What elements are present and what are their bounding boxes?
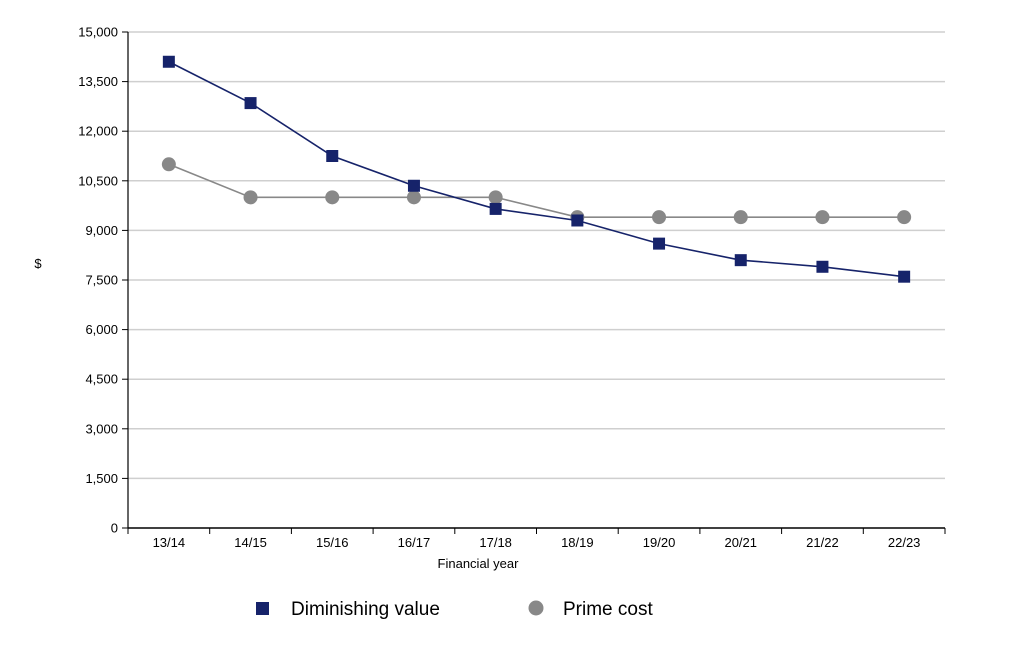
legend-label-diminishing-value: Diminishing value (291, 599, 440, 620)
y-tick-label: 9,000 (85, 223, 118, 238)
data-point-square (407, 179, 420, 192)
y-axis-title: $ (34, 256, 42, 271)
x-tick-label: 14/15 (234, 535, 267, 550)
y-tick-label: 15,000 (78, 25, 118, 40)
y-tick-label: 1,500 (85, 471, 118, 486)
y-tick-label: 7,500 (85, 273, 118, 288)
x-tick-label: 20/21 (724, 535, 757, 550)
x-tick-label: 18/19 (561, 535, 594, 550)
data-point-circle (488, 190, 503, 205)
legend-circle-marker-icon (528, 600, 544, 616)
legend-square-marker-icon (256, 602, 269, 615)
y-tick-label: 4,500 (85, 372, 118, 387)
y-tick-label: 0 (111, 521, 118, 536)
series-line (168, 61, 905, 278)
data-point-square (816, 260, 829, 273)
legend-item-diminishing-value: Diminishing value (256, 599, 440, 620)
data-point-square (571, 214, 584, 227)
legend-label-prime-cost: Prime cost (563, 599, 653, 620)
y-tick-label: 3,000 (85, 421, 118, 436)
data-point-square (326, 150, 339, 162)
data-point-circle (406, 190, 421, 205)
x-tick-label: 22/23 (888, 535, 921, 550)
data-point-circle (733, 210, 748, 225)
data-point-square (898, 270, 911, 283)
data-point-circle (652, 210, 667, 225)
legend-item-prime-cost: Prime cost (528, 599, 653, 620)
x-tick-label: 21/22 (806, 535, 839, 550)
x-tick-labels: 13/14 14/15 15/16 16/17 17/18 18/19 19/20 20/21… (127, 528, 946, 550)
x-tick-label: 13/14 (153, 535, 186, 550)
series-diminishing-value (162, 55, 911, 283)
data-point-circle (243, 190, 258, 205)
legend: Diminishing value Prime cost (256, 599, 653, 620)
data-point-circle (897, 210, 912, 225)
data-point-circle (161, 157, 176, 172)
x-axis-title: Financial year (438, 556, 520, 571)
x-tick-label: 17/18 (479, 535, 512, 550)
series-line (168, 163, 905, 218)
data-point-square (162, 55, 175, 68)
y-tick-labels: 0 1,500 3,000 4,500 6,000 7,500 9,000 10,500 12,… (78, 25, 128, 536)
data-point-square (734, 254, 747, 267)
data-point-circle (815, 210, 830, 225)
series (161, 55, 912, 283)
data-point-square (653, 237, 666, 250)
data-point-circle (325, 190, 340, 205)
data-point-square (489, 202, 502, 215)
x-tick-label: 16/17 (398, 535, 431, 550)
y-tick-label: 12,000 (78, 124, 118, 139)
gridlines (128, 31, 945, 480)
y-tick-label: 10,500 (78, 173, 118, 188)
x-tick-label: 15/16 (316, 535, 349, 550)
x-tick-label: 19/20 (643, 535, 676, 550)
data-point-square (244, 97, 257, 110)
y-tick-label: 6,000 (85, 322, 118, 337)
y-tick-label: 13,500 (78, 74, 118, 89)
